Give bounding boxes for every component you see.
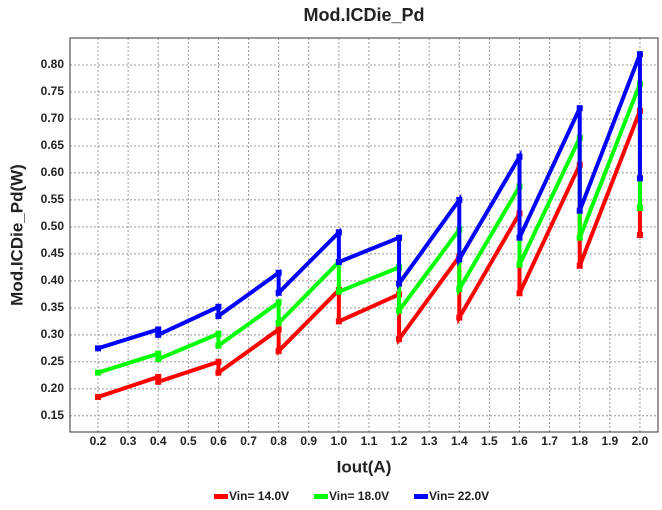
point-marker: [396, 307, 403, 314]
point-marker: [636, 205, 643, 212]
x-tick-label: 0.6: [210, 434, 227, 448]
x-tick-label: 1.5: [481, 434, 498, 448]
y-tick-label: 0.35: [41, 300, 65, 314]
x-tick-label: 0.7: [240, 434, 257, 448]
point-marker: [155, 373, 162, 380]
point-marker: [456, 285, 463, 292]
point-marker: [275, 319, 282, 326]
point-marker: [275, 326, 282, 333]
x-tick-label: 2.0: [632, 434, 649, 448]
y-tick-label: 0.20: [41, 381, 65, 395]
chart-title: Mod.ICDie_Pd: [303, 5, 424, 25]
x-axis-label: Iout(A): [337, 457, 392, 476]
legend-label: Vin= 18.0V: [329, 489, 389, 503]
legend-swatch: [314, 494, 328, 499]
point-marker: [576, 207, 583, 214]
y-tick-label: 0.70: [41, 111, 65, 125]
point-marker: [215, 330, 222, 337]
point-marker: [155, 378, 162, 385]
point-marker: [335, 229, 342, 236]
point-marker: [456, 256, 463, 263]
point-marker: [335, 288, 342, 295]
point-marker: [576, 105, 583, 112]
plot-border: [69, 37, 659, 433]
legend-label: Vin= 22.0V: [429, 489, 489, 503]
x-tick-label: 1.8: [571, 434, 588, 448]
point-marker: [396, 336, 403, 343]
y-tick-label: 0.40: [41, 273, 65, 287]
point-marker: [275, 348, 282, 355]
y-tick-label: 0.60: [41, 165, 65, 179]
point-marker: [155, 356, 162, 363]
point-marker: [95, 345, 101, 352]
point-marker: [576, 234, 583, 241]
x-tick-label: 0.5: [180, 434, 197, 448]
point-marker: [215, 342, 222, 349]
x-tick-label: 1.7: [541, 434, 558, 448]
point-marker: [516, 290, 523, 297]
point-marker: [396, 234, 403, 241]
y-axis-label: Mod.ICDie_Pd(W): [7, 164, 26, 306]
x-tick-label: 1.1: [361, 434, 378, 448]
point-marker: [636, 175, 643, 182]
x-tick-label: 1.4: [451, 434, 468, 448]
x-tick-label: 1.6: [511, 434, 528, 448]
point-marker: [215, 312, 222, 319]
point-marker: [636, 51, 643, 58]
point-marker: [335, 258, 342, 265]
y-tick-label: 0.55: [41, 192, 65, 206]
point-marker: [516, 261, 523, 268]
point-marker: [95, 369, 101, 376]
point-marker: [516, 153, 523, 160]
legend-swatch: [214, 494, 228, 499]
x-tick-label: 0.2: [90, 434, 107, 448]
point-marker: [215, 303, 222, 310]
legend-swatch: [414, 494, 428, 499]
y-tick-label: 0.30: [41, 327, 65, 341]
point-marker: [155, 350, 162, 357]
point-marker: [335, 318, 342, 325]
point-marker: [155, 331, 162, 338]
y-tick-label: 0.45: [41, 246, 65, 260]
x-tick-label: 1.9: [601, 434, 618, 448]
y-tick-label: 0.15: [41, 408, 65, 422]
y-tick-label: 0.75: [41, 84, 65, 98]
x-tick-label: 0.3: [120, 434, 137, 448]
point-marker: [516, 234, 523, 241]
point-marker: [456, 314, 463, 321]
y-tick-label: 0.65: [41, 138, 65, 152]
legend-label: Vin= 14.0V: [229, 489, 289, 503]
x-tick-label: 0.8: [270, 434, 287, 448]
point-marker: [215, 369, 222, 376]
x-tick-label: 1.3: [421, 434, 438, 448]
point-marker: [275, 269, 282, 276]
point-marker: [95, 393, 101, 400]
point-marker: [636, 232, 643, 238]
point-marker: [215, 358, 222, 365]
point-marker: [456, 196, 463, 203]
x-tick-label: 0.9: [300, 434, 317, 448]
point-marker: [576, 262, 583, 269]
point-marker: [275, 299, 282, 306]
y-tick-label: 0.80: [41, 57, 65, 71]
x-tick-label: 0.4: [150, 434, 167, 448]
point-marker: [275, 289, 282, 296]
x-tick-label: 1.0: [331, 434, 348, 448]
x-tick-label: 1.2: [391, 434, 408, 448]
y-tick-label: 0.25: [41, 354, 65, 368]
point-marker: [396, 280, 403, 287]
point-marker: [155, 326, 162, 333]
y-tick-label: 0.50: [41, 219, 65, 233]
